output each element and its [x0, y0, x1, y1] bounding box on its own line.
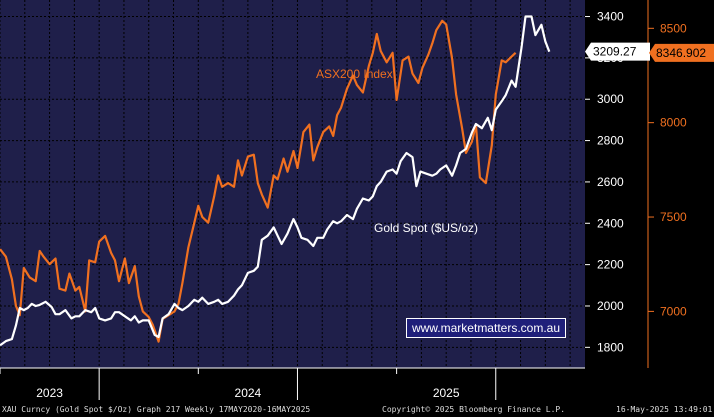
gold-axis-tick-label: 2000 — [597, 299, 624, 313]
x-axis-tick-label: 2023 — [36, 386, 63, 400]
gold-axis-tick-label: 3000 — [597, 92, 624, 106]
annotation-gold: Gold Spot ($US/oz) — [374, 221, 478, 235]
asx-last-value-tag — [649, 43, 714, 62]
chart-svg: 1800200022002400260028003000320034007000… — [0, 0, 714, 400]
asx-axis-tick-label: 7500 — [660, 210, 687, 224]
asx-axis-tick-label: 8000 — [660, 116, 687, 130]
gold-axis-tick-label: 1800 — [597, 340, 624, 354]
footer-left: XAU Curncy (Gold Spot $/Oz) Graph 217 We… — [2, 405, 311, 414]
gold-axis-tick-label: 2800 — [597, 134, 624, 148]
footer-timestamp: 16-May-2025 13:49:01 — [616, 405, 713, 414]
x-axis-tick-label: 2024 — [235, 386, 262, 400]
watermark-link[interactable]: www.marketmatters.com.au — [406, 318, 566, 338]
footer-bar: XAU Curncy (Gold Spot $/Oz) Graph 217 We… — [0, 402, 714, 417]
asx-axis-tick-label: 7000 — [660, 304, 687, 318]
gold-axis-tick-label: 2600 — [597, 175, 624, 189]
gold-last-value: 3209.27 — [593, 45, 637, 59]
gold-axis-tick-label: 2400 — [597, 216, 624, 230]
footer-copyright: Copyright© 2025 Bloomberg Finance L.P. — [382, 405, 566, 414]
plot-area — [0, 0, 585, 368]
asx-axis-tick-label: 8500 — [660, 21, 687, 35]
x-axis-tick-label: 2025 — [433, 386, 460, 400]
gold-axis-tick-label: 2200 — [597, 258, 624, 272]
asx-last-value: 8346.902 — [656, 46, 706, 60]
series-asx200-line — [0, 19, 517, 343]
gold-axis-tick-label: 3400 — [597, 10, 624, 24]
series-gold-line — [0, 15, 551, 347]
gold-last-value-tag — [585, 42, 650, 61]
annotation-asx200: ASX200 Index — [316, 67, 393, 81]
